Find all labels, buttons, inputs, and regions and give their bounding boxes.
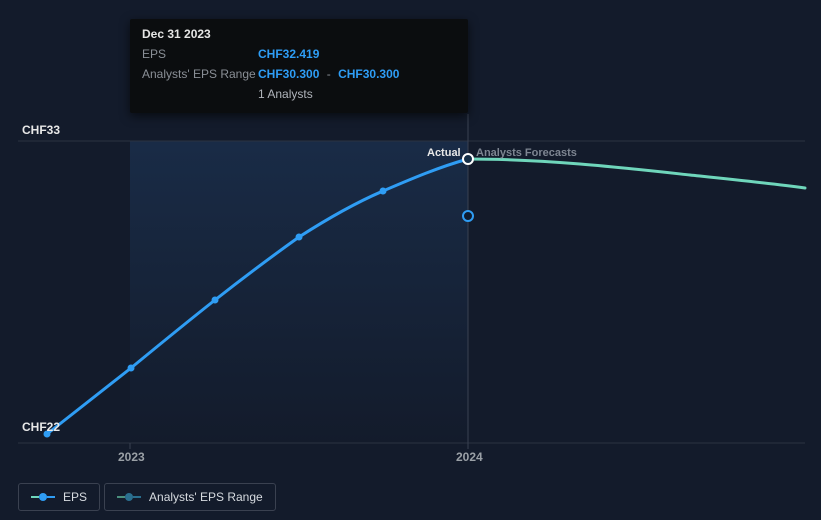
forecast-label: Analysts Forecasts <box>476 147 577 159</box>
tooltip-note: 1 Analysts <box>258 85 313 103</box>
eps-point <box>128 365 135 372</box>
actual-label: Actual <box>427 147 461 159</box>
legend-label: Analysts' EPS Range <box>149 490 263 504</box>
tooltip-row-range: Analysts' EPS Range CHF30.300 - CHF30.30… <box>142 65 456 83</box>
x-tick-label: 2024 <box>456 450 483 464</box>
eps-point <box>380 188 387 195</box>
x-tick-label: 2023 <box>118 450 145 464</box>
eps-forecast-line <box>468 159 805 188</box>
legend: EPS Analysts' EPS Range <box>18 483 276 511</box>
tooltip-range-high: CHF30.300 <box>338 67 399 81</box>
y-tick-label: CHF33 <box>22 123 60 137</box>
eps-actual-end-marker <box>463 154 473 164</box>
tooltip-row-eps: EPS CHF32.419 <box>142 45 456 63</box>
tooltip-key: Analysts' EPS Range <box>142 65 258 83</box>
shaded-region <box>130 141 468 443</box>
eps-point <box>212 297 219 304</box>
legend-item-range[interactable]: Analysts' EPS Range <box>104 483 276 511</box>
legend-swatch-icon <box>117 493 141 501</box>
tooltip-range-low: CHF30.300 <box>258 67 319 81</box>
tooltip-date: Dec 31 2023 <box>142 27 456 41</box>
tooltip-value: CHF32.419 <box>258 45 319 63</box>
chart-tooltip: Dec 31 2023 EPS CHF32.419 Analysts' EPS … <box>130 19 468 113</box>
tooltip-row-note: 1 Analysts <box>142 85 456 103</box>
tooltip-key: EPS <box>142 45 258 63</box>
legend-item-eps[interactable]: EPS <box>18 483 100 511</box>
legend-label: EPS <box>63 490 87 504</box>
eps-range-marker <box>463 211 473 221</box>
legend-swatch-icon <box>31 493 55 501</box>
tooltip-key <box>142 85 258 103</box>
eps-point <box>296 234 303 241</box>
eps-chart: CHF33 CHF22 2023 2024 Actual Analysts Fo… <box>0 0 821 520</box>
tooltip-range-sep: - <box>327 67 331 81</box>
y-tick-label: CHF22 <box>22 420 60 434</box>
